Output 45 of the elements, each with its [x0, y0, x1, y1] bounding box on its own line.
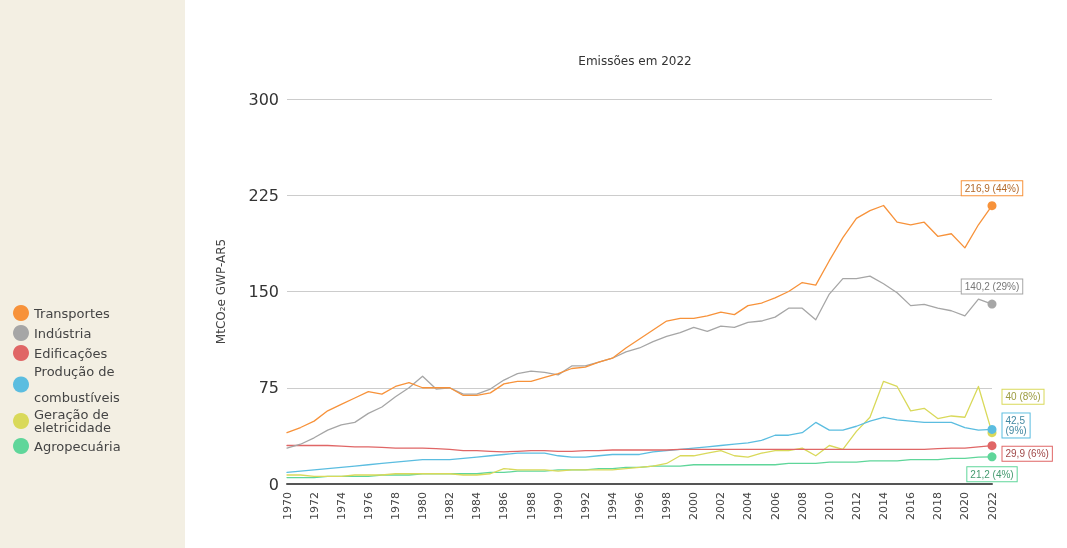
x-tick-label: 1986 [497, 492, 511, 520]
x-tick-label: 1976 [361, 492, 375, 520]
x-tick-label: 2022 [985, 492, 999, 520]
x-tick-label: 1972 [307, 492, 321, 520]
x-tick-label: 2012 [849, 492, 863, 520]
data-label: 40 (8%) [1005, 391, 1041, 403]
y-tick-label: 225 [248, 185, 279, 205]
x-tick-label: 1992 [578, 492, 592, 520]
y-tick-label: 0 [268, 474, 279, 494]
y-tick-label: 300 [248, 89, 279, 109]
x-tick-label: 2018 [931, 492, 945, 520]
chart-title: Emissões em 2022 [578, 54, 692, 68]
y-tick-label: 75 [258, 378, 279, 398]
x-tick-label: 2010 [822, 492, 836, 520]
legend-label: Transportes [33, 305, 110, 321]
x-tick-label: 2016 [904, 492, 918, 520]
x-tick-label: 1982 [443, 492, 457, 520]
x-tick-label: 1988 [524, 492, 538, 520]
x-tick-label: 2020 [958, 492, 972, 520]
x-tick-label: 1974 [334, 492, 348, 520]
x-tick-label: 2008 [795, 492, 809, 520]
y-tick-label: 150 [248, 282, 279, 301]
legend-label: Indústria [34, 325, 92, 341]
x-tick-label: 1984 [470, 492, 484, 520]
data-label: 29,9 (6%) [1005, 448, 1049, 460]
legend-label: Edificações [34, 345, 108, 361]
data-label: 42,5 (9%) [1005, 414, 1027, 436]
x-tick-label: 2002 [714, 492, 728, 520]
x-tick-label: 2004 [741, 492, 755, 520]
x-tick-label: 1996 [633, 492, 646, 520]
data-label: 216,9 (44%) [964, 182, 1020, 194]
x-tick-label: 2014 [877, 492, 891, 520]
x-tick-label: 1994 [605, 492, 619, 520]
data-label: 21,2 (4%) [970, 468, 1014, 480]
legend-label: Agropecuária [34, 438, 121, 454]
x-tick-label: 1998 [660, 492, 674, 520]
x-tick-label: 2006 [768, 492, 782, 520]
x-tick-label: 1978 [388, 492, 402, 520]
data-label: 140,2 (29%) [964, 281, 1020, 293]
x-tick-label: 1990 [551, 492, 565, 520]
legend-label: Geração de eletricidade [34, 407, 113, 435]
x-tick-label: 1980 [416, 492, 430, 520]
x-tick-label: 2000 [687, 492, 701, 520]
y-axis-title: MtCO₂e GWP-AR5 [214, 238, 228, 345]
x-tick-label: 1970 [280, 492, 294, 520]
